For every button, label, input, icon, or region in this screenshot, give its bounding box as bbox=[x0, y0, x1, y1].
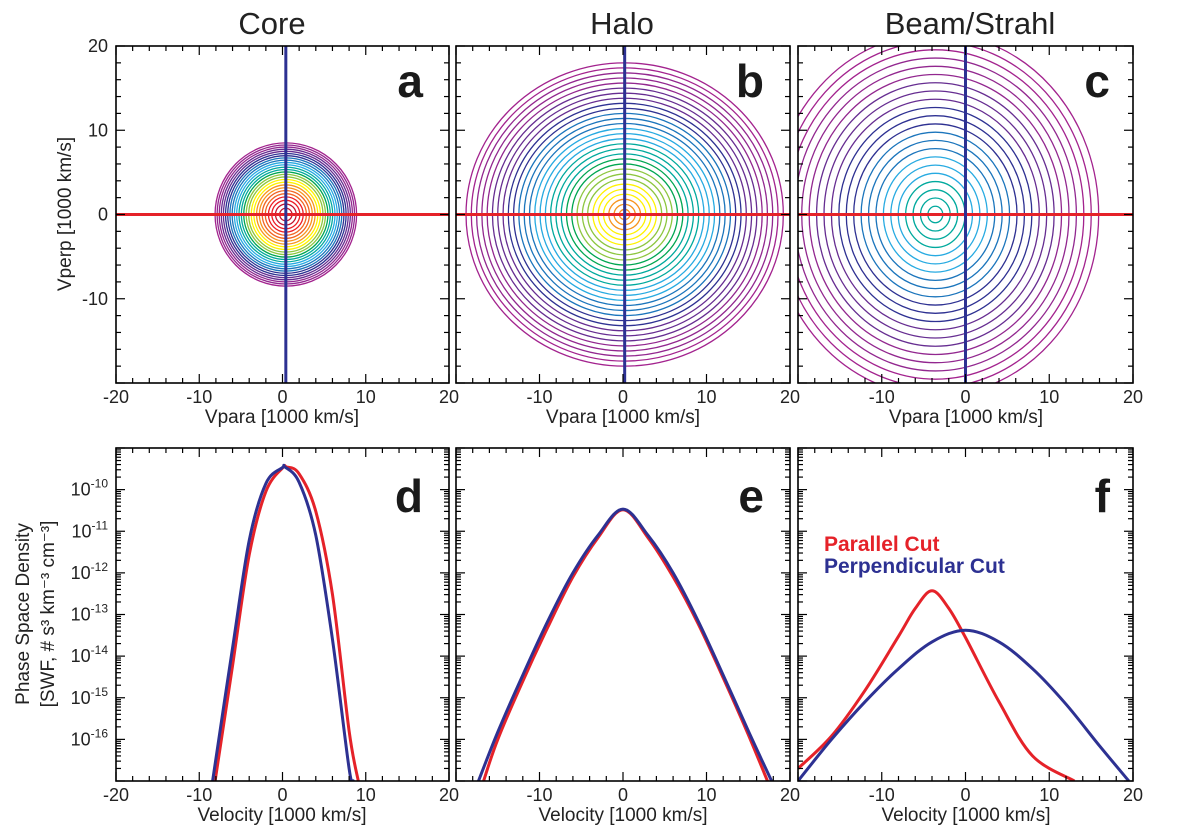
y-tick-label: 10-10 bbox=[71, 477, 109, 500]
x-tick-label: 10 bbox=[356, 387, 376, 407]
x-tick-label: 20 bbox=[439, 785, 459, 805]
top-xlabel-a: Vpara [1000 km/s] bbox=[205, 407, 359, 428]
perpendicular-cut-series-e bbox=[477, 507, 773, 781]
y-tick-label: 10 bbox=[88, 120, 108, 140]
legend-parallel-cut: Parallel Cut bbox=[824, 533, 940, 556]
column-title-beam-strahl: Beam/Strahl bbox=[885, 6, 1056, 41]
panel-letter-f: f bbox=[1095, 470, 1111, 522]
panel-letter-c: c bbox=[1084, 55, 1110, 107]
x-tick-label: 0 bbox=[277, 785, 287, 805]
parallel-cut-series-e bbox=[482, 508, 769, 781]
top-xlabel-c: Vpara [1000 km/s] bbox=[889, 407, 1043, 428]
panel-letter-e: e bbox=[738, 470, 764, 522]
y-tick-label: 10-15 bbox=[71, 685, 109, 708]
column-title-halo: Halo bbox=[590, 6, 654, 41]
panel-f-plot bbox=[798, 589, 1130, 781]
x-tick-label: 20 bbox=[780, 785, 800, 805]
panel-e-plot bbox=[477, 507, 773, 781]
bottom-xlabel-e: Velocity [1000 km/s] bbox=[539, 805, 708, 826]
x-tick-label: -20 bbox=[103, 387, 129, 407]
y-tick-label: 10-14 bbox=[71, 643, 109, 666]
x-tick-label: -10 bbox=[186, 387, 212, 407]
top-xlabel-b: Vpara [1000 km/s] bbox=[546, 407, 700, 428]
x-tick-label: -10 bbox=[526, 785, 552, 805]
y-tick-label: 10-16 bbox=[71, 726, 109, 749]
x-tick-label: 20 bbox=[1123, 785, 1143, 805]
x-tick-label: 10 bbox=[1039, 785, 1059, 805]
panel-c-plot bbox=[798, 46, 1133, 383]
perpendicular-cut-series-f bbox=[798, 628, 1130, 781]
x-tick-label: 10 bbox=[1039, 387, 1059, 407]
chart-frames: -20 -10 0 10 20 -10 0 10 20 -10 0 10 20 -10 0 10 20 -20 -1… bbox=[71, 36, 1143, 805]
x-tick-label: 0 bbox=[960, 785, 970, 805]
bottom-xlabel-f: Velocity [1000 km/s] bbox=[882, 805, 1051, 826]
x-tick-label: 10 bbox=[356, 785, 376, 805]
bottom-ylabel-line2: [SWF, # s³ km⁻³ cm⁻³] bbox=[38, 521, 59, 708]
panel-a-plot bbox=[116, 46, 449, 383]
x-tick-label: -10 bbox=[526, 387, 552, 407]
y-tick-label: -10 bbox=[82, 289, 108, 309]
panel-d-plot bbox=[211, 463, 360, 781]
x-tick-label: -10 bbox=[186, 785, 212, 805]
x-tick-label: 10 bbox=[696, 785, 716, 805]
panel-letter-a: a bbox=[397, 55, 423, 107]
panel-f-frame bbox=[797, 447, 1134, 782]
x-tick-label: 10 bbox=[696, 387, 716, 407]
column-title-core: Core bbox=[238, 6, 305, 41]
bottom-xlabel-d: Velocity [1000 km/s] bbox=[198, 805, 367, 826]
x-tick-label: 0 bbox=[960, 387, 970, 407]
y-tick-label: 10-13 bbox=[71, 602, 109, 625]
y-tick-label: 20 bbox=[88, 36, 108, 56]
x-tick-label: 20 bbox=[1123, 387, 1143, 407]
x-tick-label: 0 bbox=[277, 387, 287, 407]
top-ylabel: Vperp [1000 km/s] bbox=[55, 137, 76, 291]
x-tick-label: -10 bbox=[869, 387, 895, 407]
y-tick-label: 10-12 bbox=[71, 560, 109, 583]
x-tick-label: -10 bbox=[869, 785, 895, 805]
x-tick-label: 0 bbox=[618, 387, 628, 407]
panel-letter-b: b bbox=[736, 55, 764, 107]
x-tick-label: 0 bbox=[618, 785, 628, 805]
chart-marks bbox=[116, 46, 1133, 781]
x-tick-label: 20 bbox=[780, 387, 800, 407]
panel-letter-d: d bbox=[395, 470, 423, 522]
x-tick-label: 20 bbox=[439, 387, 459, 407]
legend-perpendicular-cut: Perpendicular Cut bbox=[824, 555, 1005, 578]
y-tick-label: 10-11 bbox=[72, 518, 109, 541]
perpendicular-cut-series-d bbox=[211, 463, 355, 781]
parallel-cut-series-f bbox=[798, 589, 1076, 781]
panel-b-plot bbox=[456, 46, 790, 383]
y-tick-label: 0 bbox=[98, 205, 108, 225]
x-tick-label: -20 bbox=[103, 785, 129, 805]
bottom-ylabel-line1: Phase Space Density bbox=[13, 523, 34, 705]
